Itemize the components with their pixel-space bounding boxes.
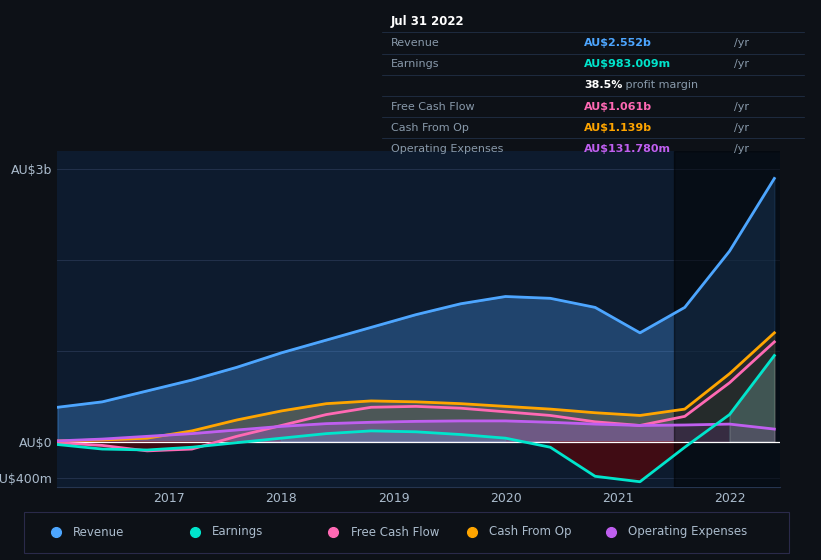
Text: Operating Expenses: Operating Expenses	[628, 525, 747, 539]
Text: AU$1.139b: AU$1.139b	[585, 123, 653, 133]
Text: /yr: /yr	[734, 144, 749, 154]
Text: Earnings: Earnings	[391, 59, 439, 69]
Text: 38.5%: 38.5%	[585, 81, 623, 90]
Text: Revenue: Revenue	[391, 38, 440, 48]
Text: /yr: /yr	[734, 123, 749, 133]
Text: profit margin: profit margin	[621, 81, 698, 90]
Text: AU$2.552b: AU$2.552b	[585, 38, 652, 48]
Text: Cash From Op: Cash From Op	[489, 525, 571, 539]
Text: Operating Expenses: Operating Expenses	[391, 144, 503, 154]
Text: Revenue: Revenue	[73, 525, 125, 539]
Text: /yr: /yr	[734, 101, 749, 111]
Text: Jul 31 2022: Jul 31 2022	[391, 15, 465, 29]
Text: Free Cash Flow: Free Cash Flow	[391, 101, 475, 111]
Text: AU$1.061b: AU$1.061b	[585, 101, 653, 111]
Text: /yr: /yr	[734, 59, 749, 69]
Text: AU$983.009m: AU$983.009m	[585, 59, 672, 69]
Bar	[673, 151, 786, 487]
Text: AU$131.780m: AU$131.780m	[585, 144, 672, 154]
Text: Earnings: Earnings	[212, 525, 264, 539]
Text: Free Cash Flow: Free Cash Flow	[351, 525, 439, 539]
Text: Cash From Op: Cash From Op	[391, 123, 469, 133]
Text: /yr: /yr	[734, 38, 749, 48]
